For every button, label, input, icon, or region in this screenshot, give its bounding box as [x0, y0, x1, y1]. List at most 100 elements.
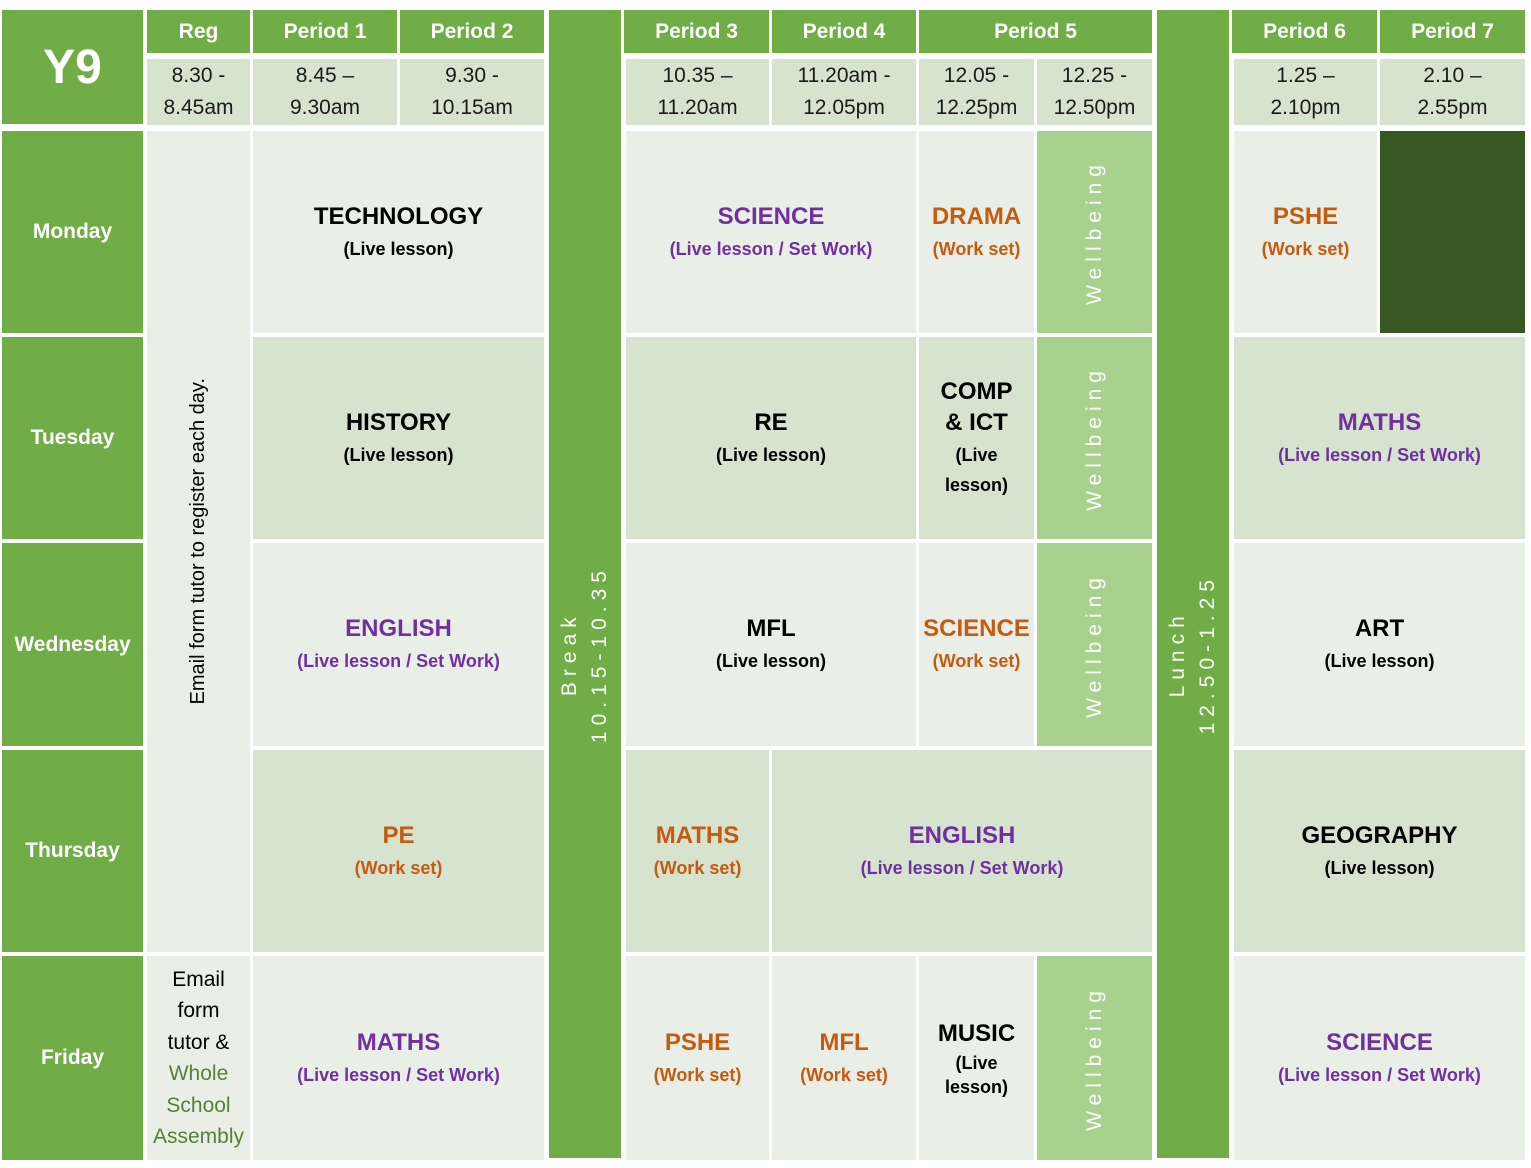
- header-reg: Reg: [147, 10, 250, 53]
- time-end: 11.20am: [657, 96, 738, 119]
- lesson-note: (Work set): [653, 1064, 742, 1085]
- header-period-6: Period 6: [1232, 10, 1377, 53]
- lesson-note: (Live lesson): [715, 444, 827, 465]
- lesson-note: (Live lesson / Set Work): [1278, 444, 1481, 465]
- time-period-5a: 12.05 - 12.25pm: [919, 59, 1034, 125]
- wellbeing-label: Wellbeing: [1082, 365, 1106, 511]
- time-start: 1.25 –: [1276, 64, 1335, 87]
- lesson-friday-maths: MATHS (Live lesson / Set Work): [253, 956, 544, 1160]
- header-period-1: Period 1: [253, 10, 397, 53]
- time-end: 12.05pm: [803, 96, 885, 119]
- lesson-monday-drama: DRAMA (Work set): [919, 131, 1034, 333]
- lesson-monday-technology: TECHNOLOGY (Live lesson): [253, 131, 544, 333]
- lesson-monday-science: SCIENCE (Live lesson / Set Work): [626, 131, 916, 333]
- wellbeing-wednesday: Wellbeing: [1037, 543, 1152, 746]
- lesson-subject: MUSIC: [937, 1019, 1016, 1047]
- time-start: 12.25 -: [1061, 64, 1128, 87]
- lesson-subject: MATHS: [1337, 408, 1422, 436]
- lesson-note: (Live lesson): [343, 444, 454, 465]
- lesson-subject: GEOGRAPHY: [1301, 821, 1458, 849]
- break-title: Break: [558, 611, 581, 697]
- lesson-thursday-geography: GEOGRAPHY (Live lesson): [1234, 750, 1525, 952]
- lesson-subject: PSHE: [664, 1028, 731, 1056]
- registration-note: Email form tutor to register each day.: [187, 378, 209, 705]
- time-period-4: 11.20am - 12.05pm: [772, 59, 916, 125]
- lesson-tuesday-maths: MATHS (Live lesson / Set Work): [1234, 337, 1525, 539]
- lesson-wednesday-english: ENGLISH (Live lesson / Set Work): [253, 543, 544, 746]
- time-period-1: 8.45 – 9.30am: [253, 59, 397, 125]
- break-column: Break 10.15-10.35: [549, 10, 621, 1158]
- lesson-tuesday-history: HISTORY (Live lesson): [253, 337, 544, 539]
- friday-reg-line: tutor &: [167, 1030, 230, 1054]
- lesson-friday-science: SCIENCE (Live lesson / Set Work): [1234, 956, 1525, 1160]
- header-period-3: Period 3: [624, 10, 769, 53]
- lesson-note: (Live lesson / Set Work): [1278, 1064, 1481, 1085]
- break-label: Break 10.15-10.35: [555, 565, 615, 743]
- lesson-subject: DRAMA: [931, 202, 1022, 230]
- lesson-note: (Work set): [800, 1064, 888, 1085]
- assembly-line: School: [166, 1093, 231, 1117]
- time-period-7: 2.10 – 2.55pm: [1380, 59, 1525, 125]
- lesson-note: (Work set): [932, 651, 1021, 671]
- lesson-note: (Live lesson): [343, 238, 454, 259]
- time-start: 2.10 –: [1423, 64, 1482, 87]
- year-label: Y9: [2, 10, 143, 124]
- lesson-note: (Live: [955, 445, 998, 465]
- header-period-4: Period 4: [772, 10, 916, 53]
- lesson-subject: & ICT: [945, 409, 1008, 436]
- header-period-2: Period 2: [400, 10, 544, 53]
- lunch-column: Lunch 12.50-1.25: [1157, 10, 1229, 1158]
- lesson-subject: MATHS: [655, 821, 740, 849]
- lunch-time: 12.50-1.25: [1196, 573, 1219, 735]
- header-period-5: Period 5: [919, 10, 1152, 53]
- lesson-subject: RE: [754, 408, 788, 436]
- lesson-subject: COMP: [940, 378, 1013, 405]
- lesson-note: (Work set): [932, 238, 1021, 259]
- day-tuesday: Tuesday: [2, 337, 143, 539]
- lesson-note: (Live lesson): [715, 651, 827, 671]
- lesson-note: (Live lesson / Set Work): [860, 857, 1064, 878]
- registration-column: Email form tutor to register each day.: [147, 131, 250, 952]
- lesson-subject: MFL: [746, 615, 796, 642]
- lesson-friday-music: MUSIC (Live lesson): [919, 956, 1034, 1160]
- lesson-note: (Live lesson / Set Work): [669, 238, 873, 259]
- lesson-note: lesson): [944, 475, 1009, 495]
- friday-registration: Email form tutor & Whole School Assembly: [147, 956, 250, 1160]
- time-end: 2.10pm: [1270, 96, 1341, 119]
- day-friday: Friday: [2, 956, 143, 1160]
- time-reg: 8.30 - 8.45am: [147, 59, 250, 125]
- time-end: 9.30am: [289, 96, 361, 119]
- time-start: 10.35 –: [662, 64, 733, 87]
- lesson-thursday-english: ENGLISH (Live lesson / Set Work): [772, 750, 1152, 952]
- day-wednesday: Wednesday: [2, 543, 143, 746]
- lesson-note: (Work set): [653, 857, 742, 878]
- day-thursday: Thursday: [2, 750, 143, 952]
- time-start: 8.30 -: [171, 64, 226, 87]
- lunch-title: Lunch: [1166, 610, 1189, 698]
- lesson-subject: SCIENCE: [1326, 1028, 1433, 1056]
- time-period-6: 1.25 – 2.10pm: [1234, 59, 1377, 125]
- lesson-note: (Live lesson): [1324, 857, 1435, 878]
- wellbeing-monday: Wellbeing: [1037, 131, 1152, 333]
- lesson-note: (Work set): [1261, 238, 1350, 259]
- lesson-friday-pshe: PSHE (Work set): [626, 956, 769, 1160]
- lesson-subject: ART: [1354, 615, 1405, 642]
- lesson-subject: SCIENCE: [923, 615, 1030, 642]
- lesson-note: lesson): [944, 1076, 1009, 1097]
- lesson-note: (Live: [955, 1052, 998, 1073]
- lesson-subject: MFL: [819, 1028, 869, 1056]
- lesson-subject: MATHS: [356, 1028, 441, 1056]
- lesson-monday-pshe: PSHE (Work set): [1234, 131, 1377, 333]
- break-time: 10.15-10.35: [588, 564, 611, 744]
- lesson-subject: ENGLISH: [345, 615, 452, 642]
- lesson-note: (Work set): [354, 857, 443, 878]
- time-end: 12.25pm: [935, 96, 1018, 119]
- lesson-note: (Live lesson / Set Work): [297, 1064, 500, 1085]
- lesson-subject: HISTORY: [345, 408, 452, 436]
- empty-monday-period-7: [1380, 131, 1525, 333]
- lesson-wednesday-science: SCIENCE (Work set): [919, 543, 1034, 746]
- lesson-note: (Live lesson / Set Work): [297, 651, 500, 671]
- assembly-line: Assembly: [152, 1125, 245, 1148]
- time-start: 12.05 -: [943, 64, 1010, 87]
- lesson-wednesday-mfl: MFL (Live lesson): [626, 543, 916, 746]
